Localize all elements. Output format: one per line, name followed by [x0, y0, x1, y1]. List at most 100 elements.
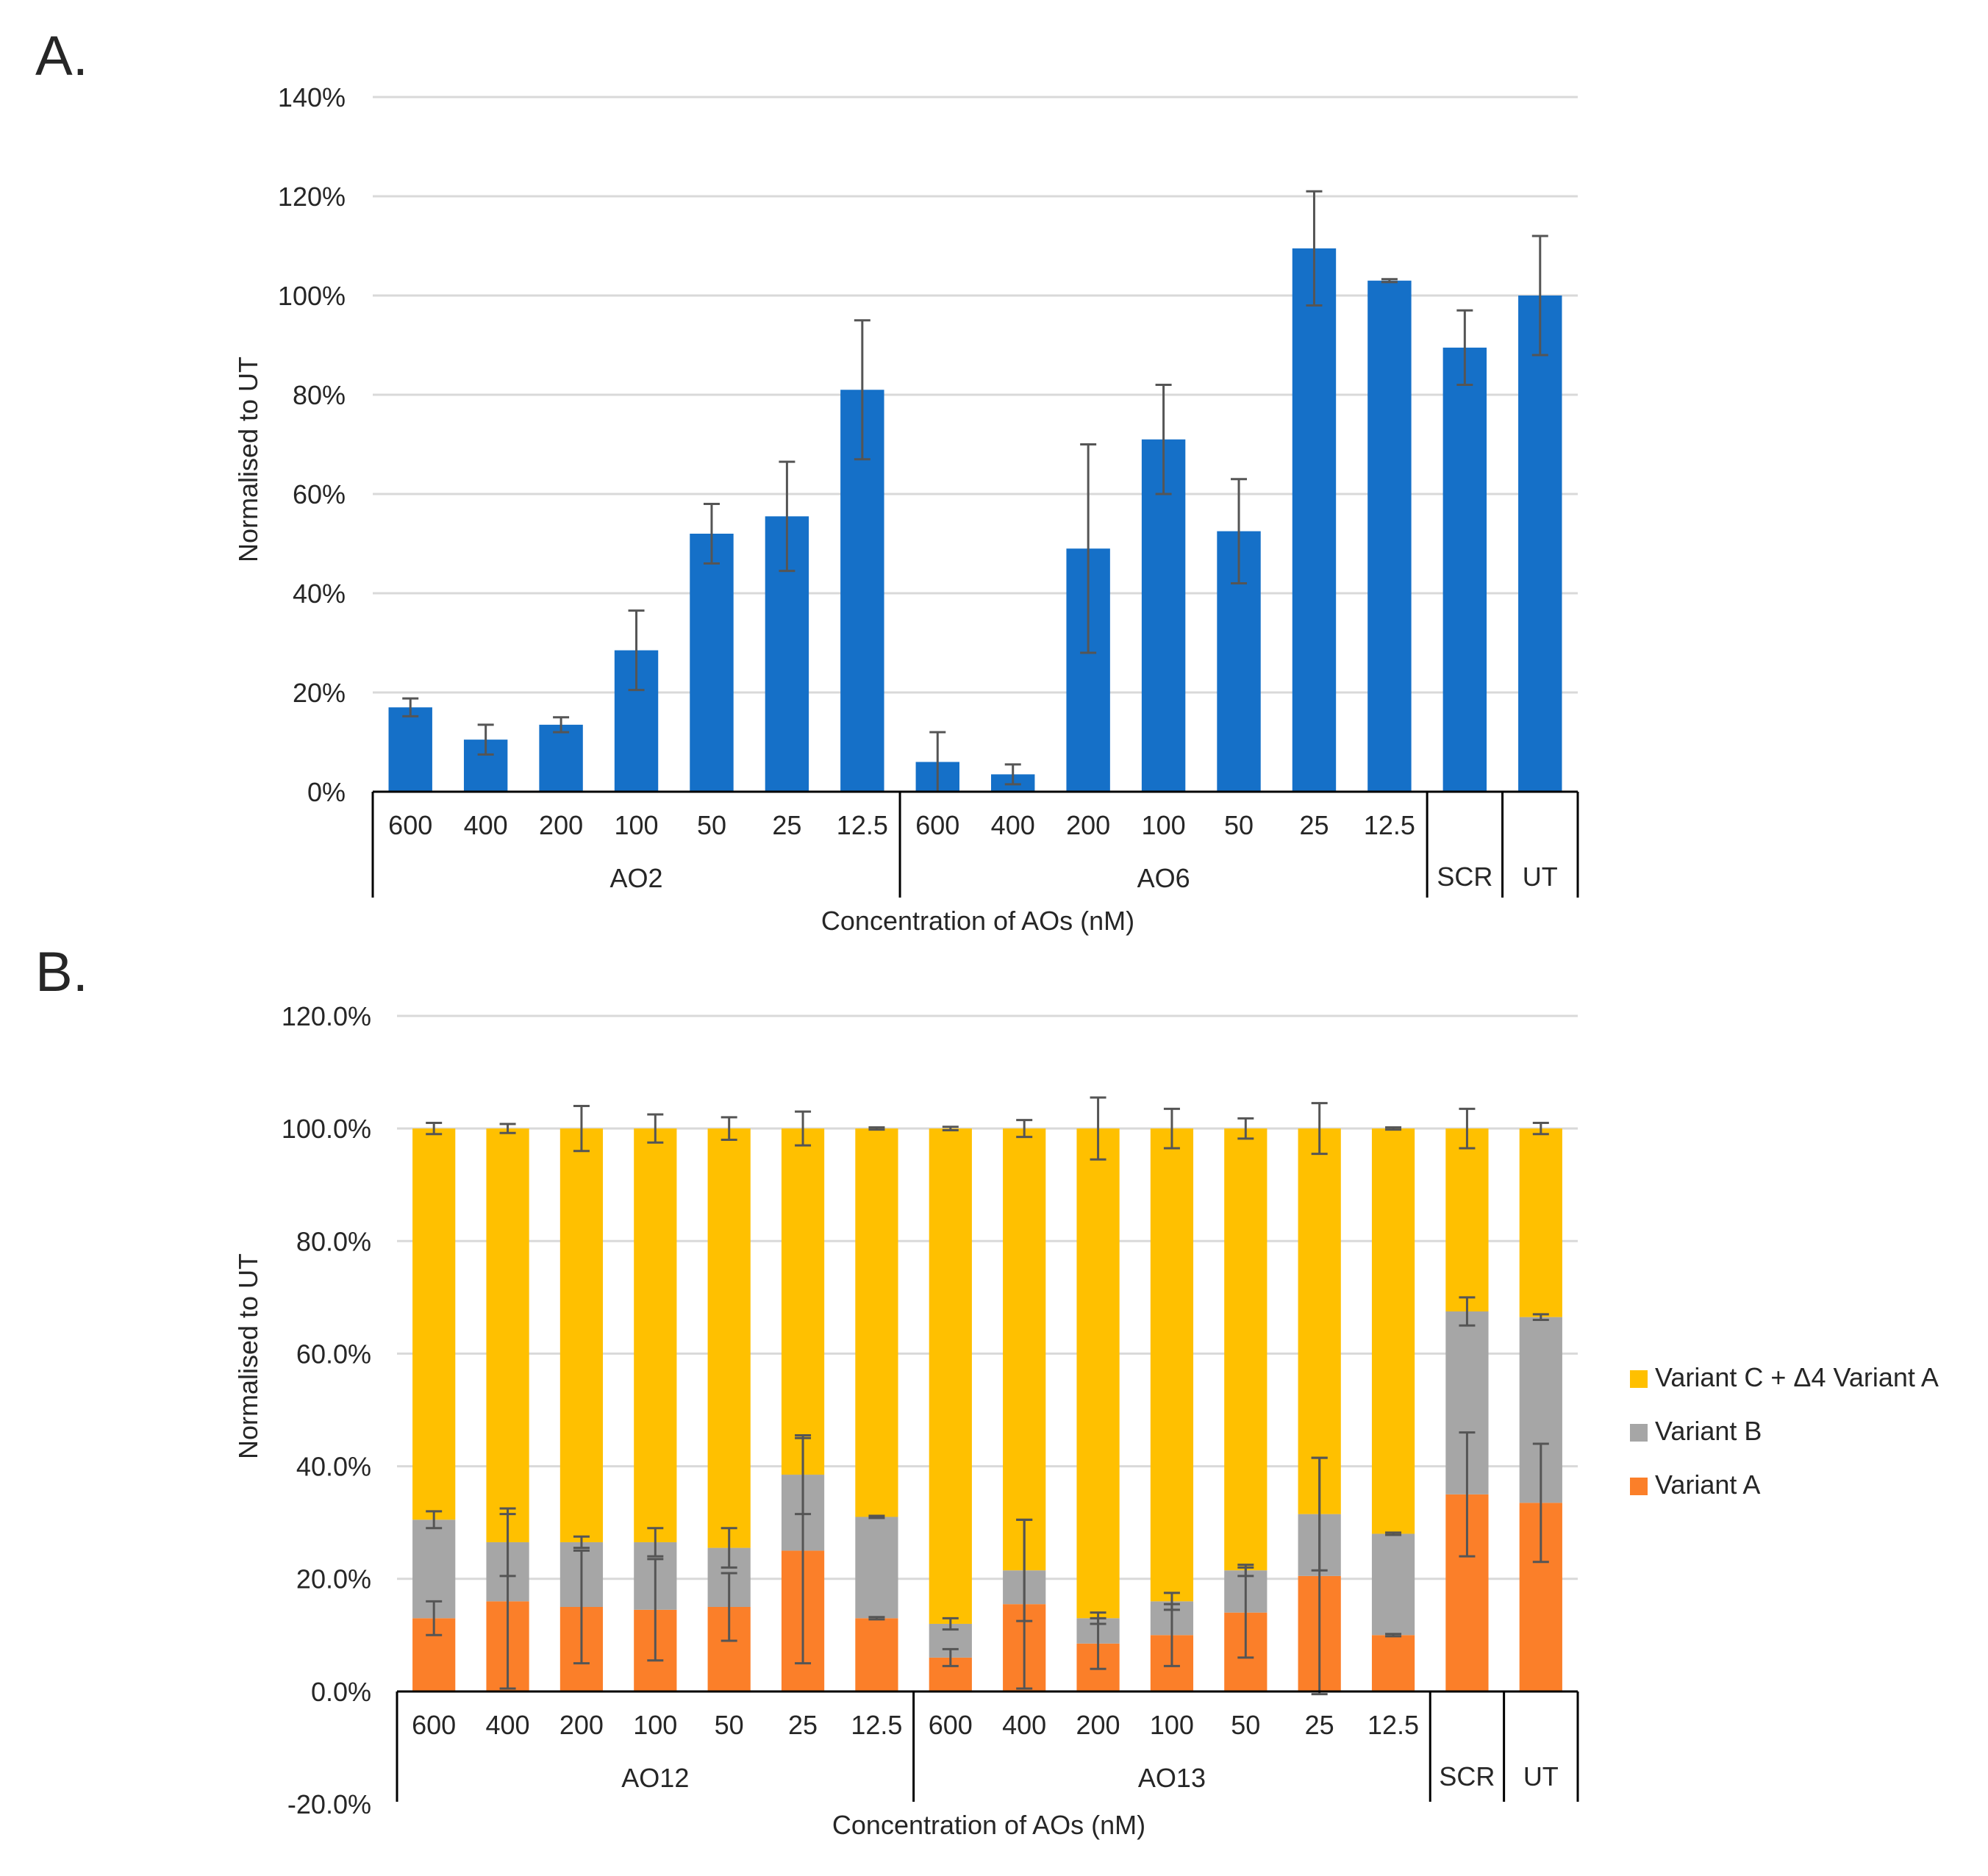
- chartB-error-bar: [426, 1600, 443, 1636]
- chartA-y-tick-label: 0%: [307, 777, 346, 807]
- chartB-y-tick-label: 40.0%: [296, 1452, 371, 1482]
- chartA-error-bar: [402, 697, 419, 717]
- chartB-error-bar: [426, 1510, 443, 1530]
- chartA-x-tick-label: 25: [1299, 810, 1329, 840]
- chartB-bar-segment: [855, 1618, 898, 1691]
- chartA-group-label: AO6: [1137, 863, 1190, 893]
- chartB-error-bar: [1090, 1096, 1106, 1161]
- chartA-error-bar: [703, 503, 720, 565]
- chartB-x-tick-label: 25: [1305, 1710, 1334, 1740]
- chartA-x-tick-label: 50: [697, 810, 726, 840]
- chartB-error-bar: [1016, 1119, 1033, 1139]
- chartB-error-bar: [1532, 1121, 1549, 1136]
- chartB-error-bar: [1385, 1633, 1402, 1638]
- chartB-bar-segment: [559, 1128, 604, 1542]
- chart-b-y-ticks: -20.0% 0.0% 20.0% 40.0% 60.0% 80.0% 100.0% 120.…: [282, 1001, 371, 1819]
- chartA-y-tick-label: 120%: [278, 182, 346, 212]
- chartA-error-bar: [1231, 478, 1248, 584]
- chartA-x-tick-label: 400: [464, 810, 508, 840]
- chartB-x-tick-label: 400: [486, 1710, 530, 1740]
- chart-a: 0% 20% 40% 60% 80% 100% 120% 140% 600 400 200 100 5…: [233, 82, 1579, 936]
- chartB-group-label: AO13: [1138, 1763, 1206, 1793]
- chartB-bar-segment: [1371, 1128, 1415, 1534]
- chartA-y-tick-label: 40%: [293, 579, 346, 609]
- chartB-bar-segment: [1519, 1128, 1562, 1317]
- chartB-error-bar: [868, 1616, 885, 1621]
- chartA-error-bar: [1306, 190, 1323, 307]
- chartB-bar-segment: [1076, 1128, 1120, 1619]
- chartB-bar-segment: [486, 1128, 529, 1542]
- chartB-bar-segment: [707, 1128, 751, 1548]
- chartB-error-bar: [1459, 1431, 1476, 1558]
- chartB-error-bar: [499, 1123, 516, 1134]
- chartA-bar: [1141, 439, 1186, 792]
- chartB-error-bar: [1459, 1107, 1476, 1150]
- chartB-x-tick-label: 400: [1002, 1710, 1046, 1740]
- chartB-error-bar: [1385, 1126, 1402, 1131]
- chart-b: -20.0% 0.0% 20.0% 40.0% 60.0% 80.0% 100.0% 120.…: [233, 1001, 1939, 1840]
- chartA-x-tick-label: 200: [539, 810, 583, 840]
- chartB-group-label: UT: [1523, 1761, 1559, 1791]
- chart-b-y-axis-title: Normalised to UT: [233, 1253, 263, 1459]
- chartB-error-bar: [721, 1572, 737, 1642]
- chartB-error-bar: [1237, 1564, 1254, 1578]
- chart-a-gridlines: [373, 96, 1578, 694]
- chartB-x-tick-label: 25: [788, 1710, 818, 1740]
- chartB-y-tick-label: 60.0%: [296, 1339, 371, 1369]
- chartB-y-tick-label: 100.0%: [282, 1114, 371, 1144]
- chartA-bar: [1367, 280, 1412, 792]
- chartB-x-tick-label: 50: [1231, 1710, 1260, 1740]
- chartA-bar: [388, 707, 432, 792]
- chartA-x-tick-label: 100: [1142, 810, 1186, 840]
- chartB-error-bar: [647, 1558, 664, 1662]
- chartA-x-tick-label: 25: [772, 810, 801, 840]
- chartB-error-bar: [868, 1126, 885, 1131]
- panel-b-label: B.: [35, 941, 88, 1003]
- legend-swatch: [1630, 1424, 1648, 1442]
- chartB-y-tick-label: 20.0%: [296, 1564, 371, 1594]
- chartA-x-tick-label: 50: [1224, 810, 1254, 840]
- chartB-error-bar: [1237, 1117, 1254, 1140]
- chartA-error-bar: [553, 716, 570, 734]
- chart-a-y-ticks: 0% 20% 40% 60% 80% 100% 120% 140%: [278, 82, 346, 807]
- chartB-error-bar: [1311, 1456, 1328, 1572]
- chartB-error-bar: [1532, 1313, 1549, 1321]
- chart-b-error-bars: [426, 1096, 1549, 1696]
- chart-b-legend: Variant C + Δ4 Variant A Variant B Variant…: [1630, 1362, 1939, 1500]
- chartB-bar-segment: [412, 1128, 456, 1520]
- chartA-y-tick-label: 100%: [278, 281, 346, 311]
- chartA-error-bar: [628, 609, 645, 692]
- legend-swatch: [1630, 1478, 1648, 1495]
- chartB-error-bar: [1385, 1531, 1402, 1536]
- chartA-y-tick-label: 60%: [293, 479, 346, 509]
- chartB-error-bar: [1532, 1442, 1549, 1564]
- legend-label: Variant B: [1655, 1416, 1762, 1446]
- legend-label: Variant A: [1655, 1469, 1760, 1500]
- chartB-bar-segment: [929, 1128, 972, 1624]
- chartA-x-tick-label: 400: [991, 810, 1035, 840]
- chartB-bar-segment: [855, 1128, 898, 1517]
- chartB-y-tick-label: 120.0%: [282, 1001, 371, 1031]
- chartA-y-tick-label: 20%: [293, 678, 346, 708]
- chartB-error-bar: [721, 1527, 737, 1569]
- chartB-error-bar: [942, 1617, 959, 1631]
- chartB-bar-segment: [1003, 1128, 1046, 1571]
- chartB-group-label: SCR: [1439, 1761, 1495, 1791]
- chartB-x-tick-label: 12.5: [1367, 1710, 1419, 1740]
- chartB-error-bar: [795, 1433, 812, 1516]
- chartB-error-bar: [647, 1527, 664, 1558]
- chartA-bar: [539, 724, 583, 792]
- chartB-y-tick-label: -20.0%: [287, 1789, 371, 1819]
- chartB-x-tick-label: 200: [559, 1710, 604, 1740]
- chartB-y-tick-label: 0.0%: [311, 1677, 371, 1707]
- chartB-error-bar: [647, 1113, 664, 1144]
- chartB-x-tick-label: 100: [633, 1710, 677, 1740]
- chartB-x-tick-label: 12.5: [851, 1710, 902, 1740]
- chartB-x-tick-label: 200: [1076, 1710, 1120, 1740]
- chartB-bar-segment: [781, 1128, 825, 1475]
- chartA-x-tick-label: 600: [388, 810, 432, 840]
- chartB-error-bar: [795, 1110, 812, 1147]
- chartA-error-bar: [779, 460, 795, 573]
- chartB-error-bar: [573, 1549, 590, 1665]
